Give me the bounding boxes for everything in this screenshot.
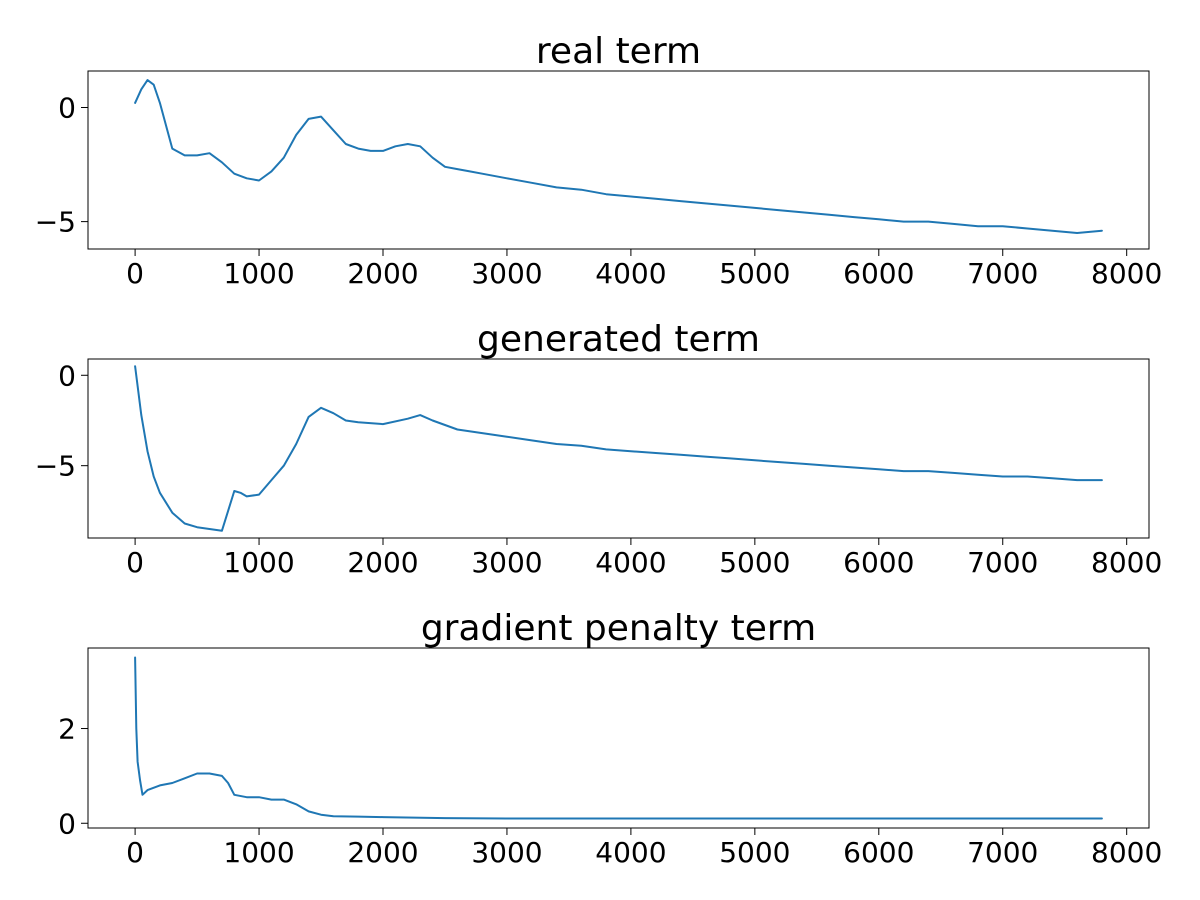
x-tick-label: 5000 — [719, 257, 790, 290]
y-tick-label: −5 — [35, 206, 76, 239]
x-tick-label: 8000 — [1091, 546, 1162, 579]
chart-panel-1: real term 0 1000 2000 3000 4000 5000 6000 7000 80… — [35, 31, 1163, 290]
x-tick-label: 4000 — [595, 546, 666, 579]
series-line — [134, 79, 1103, 234]
x-tick-label: 8000 — [1091, 257, 1162, 290]
series-line — [134, 365, 1103, 532]
x-tick-label: 3000 — [471, 546, 542, 579]
x-tick-label: 1000 — [223, 546, 294, 579]
x-tick-label: 0 — [126, 257, 144, 290]
chart-title: generated term — [477, 319, 760, 360]
x-tick-label: 6000 — [843, 546, 914, 579]
x-tick-label: 5000 — [719, 836, 790, 869]
x-tick-label: 0 — [126, 546, 144, 579]
x-tick-label: 1000 — [223, 257, 294, 290]
x-tick-label: 7000 — [967, 257, 1038, 290]
y-tick-label: −5 — [35, 450, 76, 483]
x-tick-label: 2000 — [347, 546, 418, 579]
x-tick-label: 2000 — [347, 257, 418, 290]
y-tick-label: 0 — [58, 92, 76, 125]
x-tick-label: 3000 — [471, 836, 542, 869]
plot-frame — [87, 358, 1150, 539]
y-tick-label: 0 — [58, 807, 76, 840]
series-line — [134, 656, 1103, 820]
x-tick-label: 2000 — [347, 836, 418, 869]
y-tick-label: 0 — [58, 359, 76, 392]
chart-panel-3: gradient penalty term 0 1000 2000 3000 4000 50… — [58, 608, 1162, 869]
x-tick-label: 0 — [126, 836, 144, 869]
x-tick-label: 3000 — [471, 257, 542, 290]
chart-title: gradient penalty term — [421, 608, 816, 649]
chart-title: real term — [536, 31, 701, 72]
x-tick-label: 1000 — [223, 836, 294, 869]
x-tick-label: 6000 — [843, 257, 914, 290]
x-tick-label: 5000 — [719, 546, 790, 579]
x-tick-label: 7000 — [967, 546, 1038, 579]
chart-panel-2: generated term 0 1000 2000 3000 4000 5000 6000 7… — [35, 319, 1163, 579]
x-tick-label: 6000 — [843, 836, 914, 869]
x-tick-label: 4000 — [595, 836, 666, 869]
x-tick-label: 8000 — [1091, 836, 1162, 869]
plot-frame — [87, 70, 1150, 250]
y-tick-label: 2 — [58, 713, 76, 746]
x-tick-label: 7000 — [967, 836, 1038, 869]
x-tick-label: 4000 — [595, 257, 666, 290]
plot-frame — [87, 647, 1150, 829]
